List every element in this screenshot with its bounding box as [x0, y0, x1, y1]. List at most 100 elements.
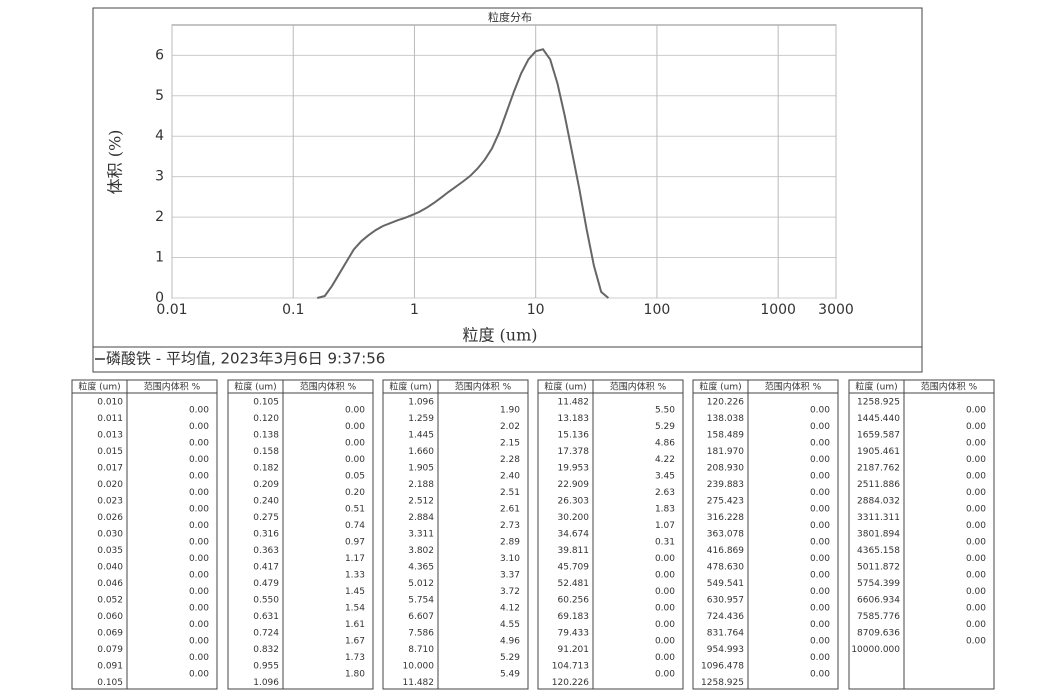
- size-cell: 2.512: [408, 497, 434, 507]
- volume-cell: 0.00: [966, 521, 986, 531]
- size-cell: 0.046: [97, 579, 123, 589]
- size-cell: 10.000: [403, 662, 435, 672]
- size-cell: 0.631: [253, 612, 279, 622]
- volume-cell: 0.00: [810, 604, 830, 614]
- size-cell: 4.365: [408, 563, 434, 573]
- volume-cell: 4.55: [500, 620, 520, 630]
- volume-cell: 3.37: [500, 571, 520, 581]
- volume-cell: 0.00: [655, 620, 675, 630]
- size-cell: 13.183: [558, 414, 590, 424]
- y-tick-label: 4: [155, 128, 164, 144]
- size-cell: 724.436: [707, 612, 744, 622]
- volume-cell: 0.00: [966, 571, 986, 581]
- volume-cell: 2.51: [500, 488, 520, 498]
- volume-cell: 1.73: [345, 653, 365, 663]
- y-tick-label: 0: [155, 290, 164, 306]
- x-axis-label: 粒度 (um): [462, 326, 537, 345]
- size-cell: 30.200: [558, 513, 590, 523]
- size-cell: 0.052: [97, 596, 123, 606]
- volume-cell: 0.00: [345, 455, 365, 465]
- volume-cell: 0.00: [189, 521, 209, 531]
- volume-cell: 0.00: [810, 521, 830, 531]
- table-header: 范围内体积 %: [765, 381, 822, 393]
- size-cell: 0.030: [97, 530, 123, 540]
- volume-cell: 5.29: [655, 422, 675, 432]
- table-frame: [692, 379, 839, 690]
- size-cell: 3311.311: [857, 513, 900, 523]
- table-header: 粒度 (um): [544, 381, 586, 393]
- volume-cell: 0.00: [966, 587, 986, 597]
- y-axis-label: 体积 (%): [106, 130, 125, 195]
- size-cell: 8709.636: [857, 629, 900, 639]
- size-cell: 26.303: [558, 497, 590, 507]
- volume-cell: 3.72: [500, 587, 520, 597]
- volume-cell: 0.97: [345, 538, 365, 548]
- size-cell: 0.417: [253, 563, 279, 573]
- volume-cell: 0.00: [810, 653, 830, 663]
- size-cell: 0.069: [97, 629, 123, 639]
- table-header: 范围内体积 %: [455, 381, 512, 393]
- size-cell: 5.754: [408, 596, 434, 606]
- size-cell: 6.607: [408, 612, 434, 622]
- volume-cell: 1.54: [345, 604, 365, 614]
- volume-cell: 0.00: [189, 620, 209, 630]
- size-cell: 17.378: [558, 447, 590, 457]
- volume-cell: 2.73: [500, 521, 520, 531]
- volume-cell: 0.00: [966, 406, 986, 416]
- size-cell: 7585.776: [857, 612, 900, 622]
- size-cell: 0.182: [253, 464, 279, 474]
- volume-cell: 1.83: [655, 505, 675, 515]
- size-cell: 0.240: [253, 497, 279, 507]
- volume-cell: 0.00: [810, 670, 830, 680]
- size-cell: 60.256: [558, 596, 590, 606]
- table-frame: [382, 379, 529, 690]
- plot-area: [171, 24, 837, 299]
- volume-cell: 0.00: [655, 554, 675, 564]
- volume-cell: 0.00: [189, 670, 209, 680]
- volume-cell: 0.51: [345, 505, 365, 515]
- size-cell: 0.017: [97, 464, 123, 474]
- volume-cell: 0.00: [189, 571, 209, 581]
- size-cell: 10000.000: [851, 645, 900, 655]
- size-cell: 0.026: [97, 513, 123, 523]
- table-header: 粒度 (um): [389, 381, 431, 393]
- size-cell: 138.038: [707, 414, 744, 424]
- volume-cell: 0.20: [345, 488, 365, 498]
- volume-cell: 0.00: [189, 472, 209, 482]
- size-cell: 1.096: [408, 398, 434, 408]
- y-tick-label: 6: [155, 47, 164, 63]
- volume-cell: 2.63: [655, 488, 675, 498]
- size-cell: 0.010: [97, 398, 123, 408]
- size-cell: 1.905: [408, 464, 434, 474]
- x-tick-label: 1000: [760, 302, 796, 318]
- size-cell: 158.489: [707, 431, 744, 441]
- volume-cell: 0.00: [966, 637, 986, 647]
- table-frame: [537, 379, 684, 690]
- volume-cell: 0.00: [966, 422, 986, 432]
- size-cell: 1.445: [408, 431, 434, 441]
- volume-cell: 0.00: [189, 538, 209, 548]
- size-cell: 0.035: [97, 546, 123, 556]
- volume-cell: 0.00: [810, 406, 830, 416]
- y-tick-label: 5: [155, 88, 164, 104]
- volume-cell: 0.00: [810, 620, 830, 630]
- size-cell: 0.013: [97, 431, 123, 441]
- size-cell: 0.158: [253, 447, 279, 457]
- volume-cell: 1.80: [345, 670, 365, 680]
- size-cell: 79.433: [558, 629, 590, 639]
- volume-cell: 1.67: [345, 637, 365, 647]
- size-cell: 69.183: [558, 612, 590, 622]
- volume-cell: 1.61: [345, 620, 365, 630]
- size-cell: 0.955: [253, 662, 279, 672]
- size-cell: 39.811: [558, 546, 590, 556]
- size-cell: 2187.762: [857, 464, 900, 474]
- volume-cell: 4.22: [655, 455, 675, 465]
- size-cell: 91.201: [558, 645, 590, 655]
- size-cell: 11.482: [403, 678, 435, 688]
- volume-cell: 2.40: [500, 472, 520, 482]
- size-cell: 22.909: [558, 480, 590, 490]
- x-tick-label: 3000: [818, 302, 854, 318]
- size-cell: 181.970: [707, 447, 744, 457]
- legend-label: 磷酸铁 - 平均值, 2023年3月6日 9:37:56: [106, 350, 385, 368]
- size-cell: 316.228: [707, 513, 744, 523]
